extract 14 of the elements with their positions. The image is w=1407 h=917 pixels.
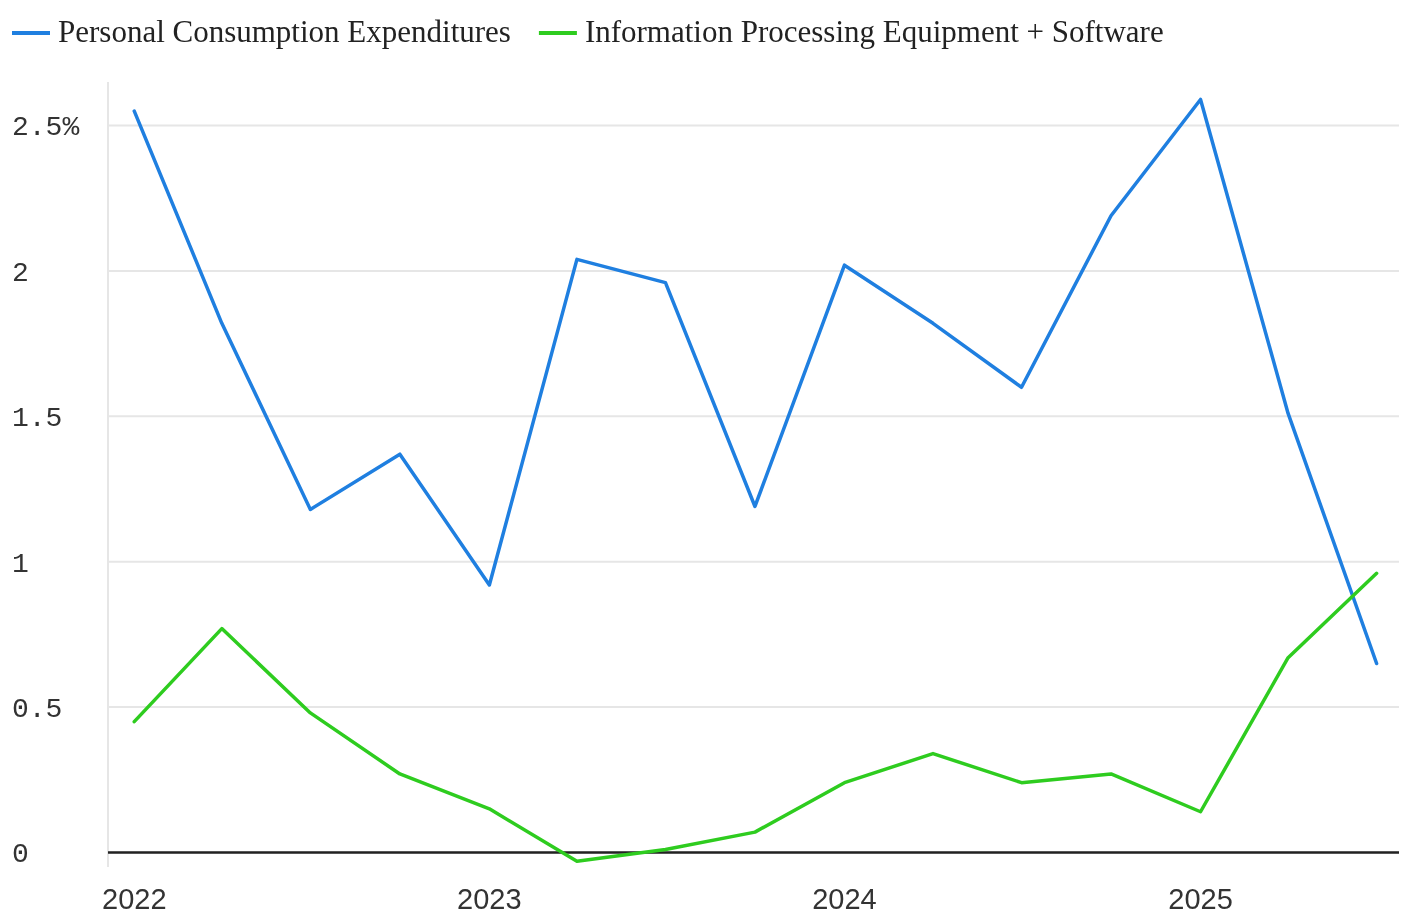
x-tick-label: 2022: [102, 883, 167, 915]
legend-label: Information Processing Equipment + Software: [584, 14, 1164, 49]
legend-label: Personal Consumption Expenditures: [58, 14, 511, 49]
y-tick-label: 2.5%: [12, 112, 80, 144]
x-tick-label: 2025: [1168, 883, 1233, 915]
y-tick-label: 2: [12, 257, 29, 289]
x-tick-label: 2024: [812, 883, 877, 915]
y-tick-label: 0: [12, 839, 29, 871]
line-series: [132, 571, 1379, 863]
y-tick-label: 1: [12, 548, 29, 580]
y-tick-label: 1.5: [12, 403, 63, 435]
x-tick-label: 2023: [457, 883, 522, 915]
line-series: [132, 97, 1379, 666]
y-tick-label: 0.5: [12, 693, 63, 725]
